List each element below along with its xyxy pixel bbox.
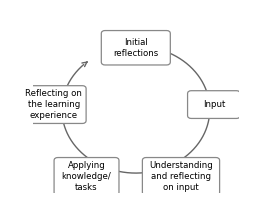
Text: Applying
knowledge/
tasks: Applying knowledge/ tasks bbox=[62, 161, 111, 192]
Text: Understanding
and reflecting
on input: Understanding and reflecting on input bbox=[149, 161, 213, 192]
FancyBboxPatch shape bbox=[188, 91, 240, 118]
Text: Reflecting on
the learning
experience: Reflecting on the learning experience bbox=[25, 89, 82, 120]
FancyBboxPatch shape bbox=[142, 158, 220, 195]
FancyBboxPatch shape bbox=[54, 158, 119, 195]
FancyBboxPatch shape bbox=[101, 31, 170, 65]
Text: Initial
reflections: Initial reflections bbox=[113, 38, 158, 58]
FancyBboxPatch shape bbox=[21, 86, 86, 123]
Text: Input: Input bbox=[203, 100, 225, 109]
